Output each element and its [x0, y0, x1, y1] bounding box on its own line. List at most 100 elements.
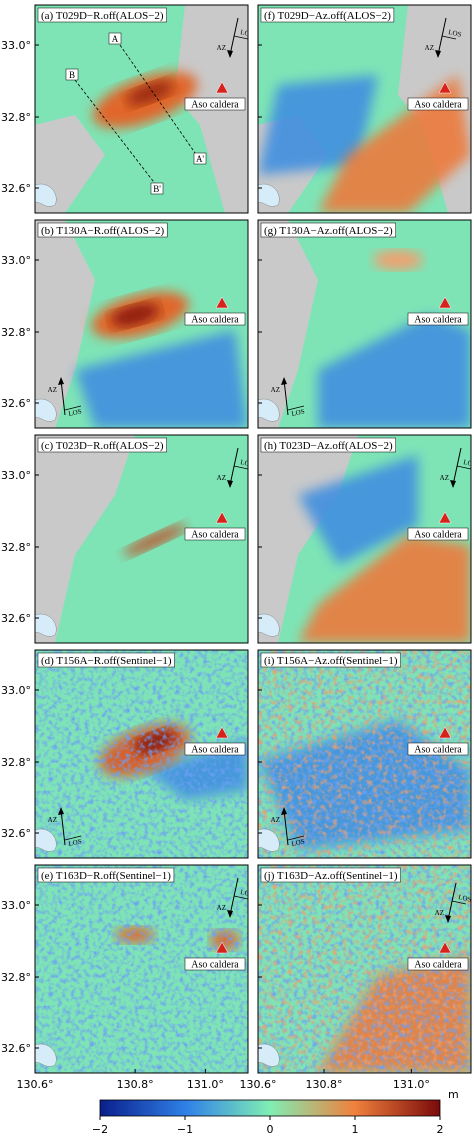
colorbar — [99, 1099, 441, 1117]
hillshade — [258, 220, 318, 428]
label-box — [184, 527, 246, 541]
lon-tick-label: 130.6° — [240, 1078, 277, 1091]
los-label: LOS — [240, 888, 255, 899]
az-arrow — [229, 17, 239, 56]
lat-tick-label: 32.6° — [1, 1042, 31, 1055]
az-label: AZ — [217, 44, 226, 52]
blue-area — [318, 315, 471, 428]
map-content: Aso caldera LOS AZ — [35, 435, 248, 643]
az-arrow — [437, 17, 447, 56]
profile-line — [74, 79, 161, 191]
coast — [35, 183, 57, 207]
map-panel: Aso caldera LOS AZ (d) T156A−R.off(Sentinel… — [34, 649, 249, 859]
caldera-label: Aso caldera — [414, 960, 462, 971]
lat-tick-label: 32.8° — [1, 326, 31, 339]
blue-area — [258, 75, 378, 175]
coast — [35, 613, 57, 637]
profile-line — [119, 44, 201, 161]
profile-label: A' — [196, 154, 204, 164]
los-arrow — [287, 405, 305, 411]
panel-label: (f) T029D−Az.off(ALOS−2) — [264, 10, 391, 22]
caldera-marker — [215, 81, 229, 94]
los-label: LOS — [240, 28, 255, 39]
colorbar-tick-label: −2 — [92, 1123, 108, 1136]
profile-label: B — [69, 70, 75, 80]
caldera-marker — [438, 81, 452, 94]
map-content: Aso caldera LOS AZ — [35, 865, 255, 1073]
panel-label: (d) T156A−R.off(Sentinel−1) — [41, 655, 172, 667]
map-panel: Aso caldera LOS AZ (f) T029D−Az.off(ALOS−2) — [257, 4, 472, 214]
arrow-head — [445, 915, 451, 923]
map-content: Aso caldera LOS AZ — [258, 435, 474, 643]
panel-frame — [34, 649, 249, 859]
los-arrow — [451, 900, 467, 905]
map-panel: Aso caldera LOS AZ (b) T130A−R.off(ALOS−2) — [34, 219, 249, 429]
az-label: AZ — [48, 816, 57, 824]
coast — [258, 828, 280, 852]
lat-tick-label: 32.6° — [1, 827, 31, 840]
label-box — [260, 437, 396, 453]
caldera-marker — [215, 296, 229, 309]
map-content: A A' B B' Aso caldera LOS AZ — [35, 5, 255, 213]
los-label: LOS — [448, 28, 463, 39]
coast — [258, 398, 280, 422]
map-content: Aso caldera LOS AZ — [258, 220, 471, 428]
label-box — [407, 957, 469, 971]
label-box — [260, 7, 395, 23]
panel-frame — [257, 649, 472, 859]
az-label: AZ — [271, 816, 280, 824]
lat-tick-label: 32.8° — [1, 111, 31, 124]
blue-area — [75, 330, 248, 428]
los-label: LOS — [463, 458, 474, 469]
lat-tick-label: 32.8° — [1, 541, 31, 554]
colorbar-tick-label: 0 — [267, 1123, 274, 1136]
los-label: LOS — [68, 407, 83, 418]
lat-tick-label: 32.8° — [1, 971, 31, 984]
panel-label: (e) T163D−R.off(Sentinel−1) — [41, 870, 171, 882]
panel-label: (a) T029D−R.off(ALOS−2) — [41, 10, 164, 22]
los-arrow — [233, 35, 248, 40]
az-label: AZ — [425, 44, 434, 52]
caldera-label: Aso caldera — [191, 745, 239, 756]
lat-tick-label: 32.6° — [1, 612, 31, 625]
az-arrow — [452, 447, 462, 486]
arrow-head — [281, 807, 287, 815]
panel-label: (h) T023D−Az.off(ALOS−2) — [264, 440, 393, 452]
label-box — [260, 867, 401, 883]
map-panel: Aso caldera LOS AZ (c) T023D−R.off(ALOS−2) — [34, 434, 249, 644]
coast — [35, 828, 57, 852]
los-arrow — [64, 405, 82, 411]
panel-frame — [34, 4, 249, 214]
lon-tick-label: 130.6° — [17, 1078, 54, 1091]
label-box — [407, 742, 469, 756]
colorbar-unit: m — [448, 1088, 459, 1101]
panel-label: (g) T130A−Az.off(ALOS−2) — [264, 225, 393, 237]
coast — [35, 1043, 57, 1067]
caldera-label: Aso caldera — [191, 100, 239, 111]
label-box — [260, 652, 401, 668]
displacement-blob — [110, 303, 160, 327]
map-panel: Aso caldera LOS AZ (e) T163D−R.off(Sentinel… — [34, 864, 255, 1074]
los-arrow — [441, 35, 457, 40]
los-arrow — [233, 895, 248, 900]
lat-tick-label: 32.6° — [1, 397, 31, 410]
caldera-label: Aso caldera — [414, 530, 462, 541]
los-label: LOS — [458, 893, 473, 904]
az-arrow — [283, 379, 289, 416]
label-box — [184, 742, 246, 756]
az-label: AZ — [48, 386, 57, 394]
panel-frame — [257, 864, 472, 1074]
hillshade — [35, 220, 95, 428]
lon-tick-label: 131.0° — [393, 1078, 430, 1091]
panel-frame — [257, 434, 472, 644]
map-content: Aso caldera LOS AZ — [258, 650, 471, 858]
lon-tick-label: 130.8° — [306, 1078, 343, 1091]
displacement-blob — [123, 524, 187, 556]
panel-label: (c) T023D−R.off(ALOS−2) — [41, 440, 164, 452]
los-arrow — [287, 835, 305, 841]
coast — [258, 183, 280, 207]
hillshade — [35, 435, 135, 643]
panel-frame — [257, 219, 472, 429]
label-box — [150, 182, 164, 195]
